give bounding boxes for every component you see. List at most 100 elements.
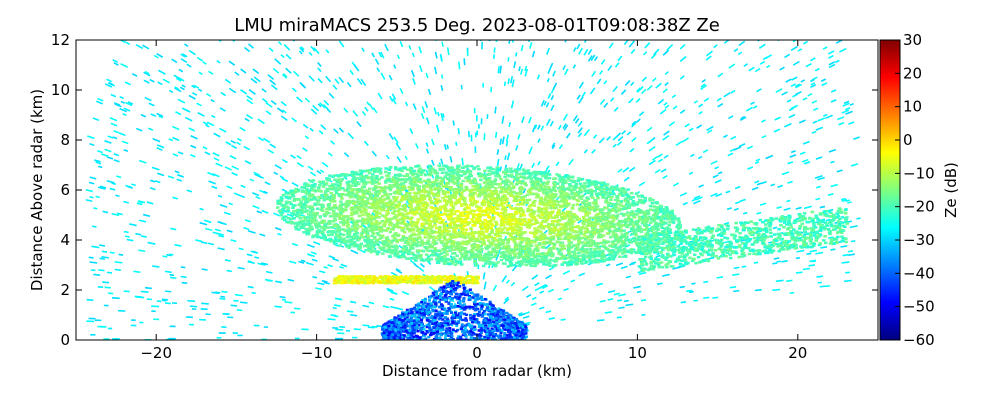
- cloud-gate: [338, 212, 343, 216]
- cloud-gate: [339, 232, 343, 236]
- cloud-gate: [594, 220, 599, 224]
- cloud-gate: [572, 191, 576, 195]
- noise-gate: [504, 296, 509, 301]
- noise-gate: [505, 134, 510, 142]
- cloud-gate: [518, 198, 522, 202]
- cloud-gate: [508, 189, 513, 193]
- cloud-gate: [407, 176, 412, 179]
- cloud-gate: [548, 258, 553, 262]
- cloud-gate: [636, 195, 641, 198]
- cloud-gate: [529, 219, 533, 222]
- cloud-gate: [427, 259, 431, 263]
- cloud-gate: [562, 180, 566, 184]
- cloud-gate: [387, 246, 391, 250]
- cloud-gate: [494, 232, 498, 236]
- noise-gate: [205, 227, 213, 232]
- cloud-gate: [564, 179, 568, 182]
- cloud-gate: [479, 222, 483, 226]
- cloud-gate: [438, 225, 442, 229]
- cloud-gate: [454, 226, 459, 230]
- cloud-gate: [387, 177, 392, 181]
- cloud-gate: [529, 260, 533, 264]
- noise-gate: [378, 51, 383, 58]
- cloud-gate: [410, 179, 414, 182]
- noise-gate: [231, 165, 239, 171]
- noise-gate: [144, 70, 150, 75]
- noise-gate: [540, 125, 545, 131]
- cloud-gate: [398, 190, 402, 194]
- noise-gate: [234, 293, 243, 297]
- noise-gate: [856, 217, 861, 220]
- noise-gate: [239, 126, 246, 132]
- cloud-gate: [546, 172, 550, 175]
- noise-gate: [304, 97, 311, 103]
- cloud-gate: [279, 213, 284, 217]
- cloud-gate: [403, 174, 407, 178]
- cloud-gate: [501, 180, 506, 183]
- noise-gate: [181, 107, 189, 112]
- noise-gate: [563, 124, 569, 131]
- cloud-gate: [504, 258, 509, 262]
- noise-gate: [131, 73, 138, 77]
- cloud-gate: [321, 180, 326, 183]
- cloud-gate: [383, 220, 388, 223]
- cloud-gate: [513, 237, 518, 241]
- noise-gate: [171, 58, 178, 64]
- noise-gate: [544, 243, 552, 250]
- noise-gate: [739, 116, 747, 121]
- cloud-gate: [614, 210, 619, 214]
- noise-gate: [195, 239, 203, 243]
- noise-gate: [496, 149, 500, 155]
- cloud-gate: [341, 228, 345, 231]
- noise-gate: [88, 256, 94, 259]
- cloud-gate: [359, 225, 363, 228]
- cloud-gate: [441, 232, 446, 235]
- noise-gate: [811, 130, 817, 134]
- cloud-gate: [467, 221, 472, 224]
- cloud-gate: [513, 177, 517, 181]
- cloud-gate: [375, 198, 380, 202]
- cloud-gate: [303, 182, 307, 186]
- noise-gate: [291, 182, 299, 187]
- cloud-gate: [358, 198, 362, 201]
- noise-gate: [281, 188, 288, 193]
- noise-gate: [827, 50, 835, 55]
- cloud-gate: [443, 209, 448, 213]
- noise-gate: [494, 131, 498, 138]
- cloud-gate: [412, 199, 416, 202]
- cloud-gate: [408, 235, 412, 238]
- cloud-gate: [333, 236, 338, 239]
- noise-gate: [196, 56, 204, 62]
- cloud-gate: [548, 197, 552, 200]
- cloud-gate: [372, 181, 376, 184]
- cloud-gate: [551, 242, 555, 245]
- cloud-gate: [607, 195, 612, 199]
- cloud-gate: [657, 223, 661, 226]
- cloud-gate: [538, 170, 542, 174]
- cloud-gate: [370, 249, 374, 252]
- cloud-gate: [539, 230, 543, 233]
- cloud-gate: [595, 244, 600, 248]
- cloud-gate: [495, 207, 500, 211]
- cloud-gate: [452, 191, 457, 194]
- noise-gate: [824, 114, 833, 120]
- noise-gate: [495, 40, 498, 43]
- cloud-gate: [552, 181, 556, 185]
- cloud-gate: [361, 191, 365, 195]
- noise-gate: [558, 144, 563, 150]
- cloud-gate: [489, 235, 494, 239]
- noise-gate: [679, 55, 687, 63]
- noise-gate: [97, 186, 106, 190]
- noise-gate: [806, 252, 812, 255]
- noise-gate: [126, 238, 134, 242]
- noise-gate: [273, 171, 279, 176]
- cloud-gate: [340, 173, 344, 176]
- noise-gate: [181, 281, 188, 285]
- cloud-gate: [393, 248, 397, 251]
- cloud-gate: [542, 246, 546, 249]
- noise-gate: [848, 253, 856, 256]
- cloud-gate: [575, 262, 579, 266]
- noise-gate: [95, 195, 100, 199]
- noise-gate: [327, 318, 336, 321]
